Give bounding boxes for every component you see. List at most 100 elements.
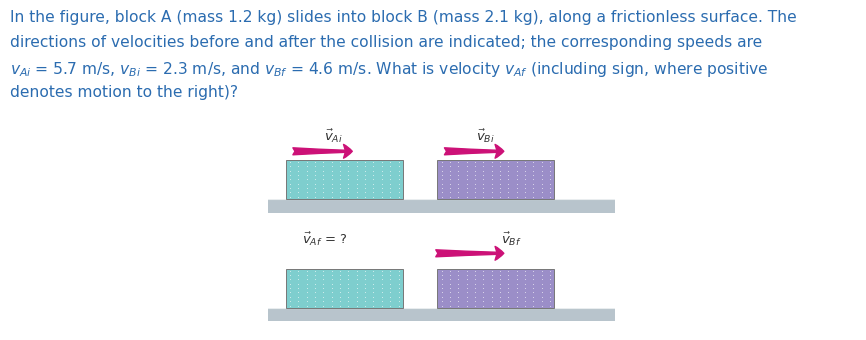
Point (316, 272, 330, 278)
Point (510, 277, 524, 282)
Point (518, 185, 532, 191)
Point (325, 272, 339, 278)
Bar (268, 308, 615, 321)
Point (300, 190, 313, 195)
Point (518, 285, 532, 291)
Point (493, 168, 507, 173)
Point (300, 290, 313, 295)
Point (527, 272, 540, 278)
Point (325, 285, 339, 291)
Point (468, 272, 481, 278)
Point (300, 272, 313, 278)
Point (359, 299, 372, 304)
Point (366, 159, 380, 165)
Point (333, 194, 347, 200)
Point (493, 164, 507, 169)
Point (391, 194, 405, 200)
Point (341, 277, 355, 282)
Point (468, 303, 481, 308)
Point (316, 172, 330, 178)
Bar (286, 160, 403, 199)
Point (527, 172, 540, 178)
Point (308, 172, 322, 178)
Point (476, 172, 490, 178)
Point (527, 303, 540, 308)
Text: $\vec{v}_{Bi}$: $\vec{v}_{Bi}$ (475, 127, 494, 144)
Point (493, 281, 507, 287)
Point (535, 194, 549, 200)
Point (510, 168, 524, 173)
Point (460, 299, 474, 304)
Point (333, 277, 347, 282)
Point (468, 190, 481, 195)
Point (451, 159, 465, 165)
Point (366, 303, 380, 308)
Point (476, 281, 490, 287)
Point (316, 303, 330, 308)
Point (535, 181, 549, 186)
Point (435, 268, 449, 273)
Point (518, 294, 532, 300)
Point (527, 181, 540, 186)
Point (283, 164, 297, 169)
Point (493, 299, 507, 304)
Point (325, 181, 339, 186)
Point (443, 185, 456, 191)
Point (451, 190, 465, 195)
Point (460, 164, 474, 169)
Point (451, 285, 465, 291)
Point (300, 294, 313, 300)
Point (468, 290, 481, 295)
Point (510, 303, 524, 308)
Point (384, 194, 397, 200)
Bar (437, 269, 554, 308)
Point (501, 181, 515, 186)
Point (543, 285, 557, 291)
Point (316, 190, 330, 195)
Point (460, 159, 474, 165)
Point (391, 177, 405, 182)
Point (476, 277, 490, 282)
Point (485, 185, 499, 191)
Point (501, 168, 515, 173)
Point (518, 190, 532, 195)
Point (451, 290, 465, 295)
Point (350, 177, 364, 182)
Point (325, 168, 339, 173)
Point (543, 190, 557, 195)
Point (291, 281, 305, 287)
Point (308, 303, 322, 308)
Bar (437, 160, 554, 199)
Point (375, 299, 389, 304)
Point (510, 272, 524, 278)
Point (518, 164, 532, 169)
Point (493, 290, 507, 295)
Point (476, 268, 490, 273)
Point (359, 164, 372, 169)
Point (300, 194, 313, 200)
Point (384, 185, 397, 191)
Point (341, 285, 355, 291)
Point (316, 164, 330, 169)
Point (468, 285, 481, 291)
Point (350, 272, 364, 278)
Point (300, 164, 313, 169)
Point (350, 299, 364, 304)
Point (476, 294, 490, 300)
Point (341, 177, 355, 182)
Point (527, 281, 540, 287)
Point (468, 164, 481, 169)
Point (493, 277, 507, 282)
Point (527, 299, 540, 304)
Point (384, 290, 397, 295)
Point (375, 168, 389, 173)
Point (316, 194, 330, 200)
Point (333, 303, 347, 308)
Point (460, 185, 474, 191)
Point (333, 164, 347, 169)
Point (443, 281, 456, 287)
Point (543, 277, 557, 282)
Point (535, 159, 549, 165)
Point (435, 168, 449, 173)
Point (476, 164, 490, 169)
